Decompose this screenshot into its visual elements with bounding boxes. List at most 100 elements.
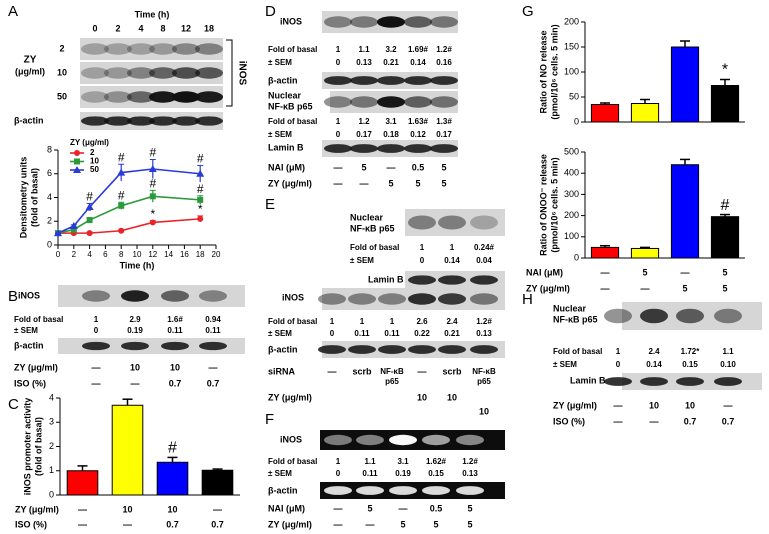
fold-value: 1.72* [681, 347, 701, 356]
x-tick-label: 6 [103, 250, 108, 259]
point [149, 219, 156, 226]
annotation: * [722, 62, 728, 79]
x-tick-label: 0 [56, 250, 61, 259]
condition-value: — [92, 378, 101, 388]
condition-value: — [334, 162, 343, 172]
label: Fold of basal [268, 117, 317, 126]
band [121, 290, 149, 302]
band [81, 67, 109, 79]
sem-value: 0.18 [383, 130, 399, 139]
fold-value: 3.2 [385, 45, 397, 54]
band [104, 43, 132, 55]
legend-title: ZY (μg/ml) [70, 138, 109, 147]
label: Lamin B [268, 142, 304, 152]
panel-letter: H [522, 291, 533, 308]
band [456, 486, 484, 495]
condition-label: NAI (μM) [526, 267, 563, 277]
fold-value: 1 [336, 45, 341, 54]
label: 0 [92, 23, 97, 33]
sem-value: 0 [336, 58, 341, 67]
condition-value: 0.7 [166, 519, 179, 529]
band [172, 43, 200, 55]
sem-value: 0.14 [410, 58, 426, 67]
band [127, 116, 155, 126]
band [149, 67, 177, 79]
band [640, 377, 668, 386]
band [676, 308, 704, 324]
y-tick-label: 100 [564, 231, 579, 241]
label: ± SEM [553, 360, 577, 369]
band [470, 345, 498, 354]
point [117, 168, 126, 176]
band [377, 16, 405, 28]
point [86, 217, 93, 224]
condition-value: — [399, 503, 408, 513]
point [70, 226, 77, 233]
condition-value: p65 [385, 377, 399, 386]
sem-value: 0.13 [476, 329, 492, 338]
label: (μg/ml) [15, 66, 45, 76]
condition-label: siRNA [268, 366, 296, 376]
label: iNOS [282, 292, 304, 302]
condition-value: NF-κB [472, 367, 496, 376]
bar [201, 469, 234, 496]
label: ± SEM [268, 58, 292, 67]
condition-value: 5 [467, 519, 472, 529]
band [324, 434, 352, 446]
band [350, 16, 378, 28]
label: 4 [138, 23, 143, 33]
condition-value: — [614, 400, 623, 410]
legend-label: 10 [90, 157, 99, 166]
band [714, 308, 742, 324]
label: Fold of basal [14, 315, 63, 324]
panel-letter: B [8, 288, 18, 305]
sem-value: 0.17 [436, 130, 452, 139]
annotation: # [197, 152, 204, 166]
label: iNOS [280, 16, 302, 26]
band [714, 377, 742, 386]
band [640, 308, 668, 324]
label: β-actin [268, 485, 298, 495]
condition-value: — [78, 504, 87, 514]
point [196, 169, 205, 177]
panel-letter: G [522, 3, 534, 20]
condition-value: 5 [367, 503, 372, 513]
annotation: # [86, 190, 93, 204]
condition-value: — [366, 519, 375, 529]
fold-value: 1.2 [358, 117, 370, 126]
label: Fold of basal [268, 317, 317, 326]
condition-value: — [131, 378, 140, 388]
label: iNOS [18, 290, 40, 300]
band [149, 116, 177, 126]
condition-label: ISO (%) [14, 378, 46, 388]
band [161, 341, 189, 351]
band [161, 290, 189, 302]
band [324, 144, 352, 153]
sem-value: 0.19 [127, 326, 143, 335]
condition-value: 5 [722, 283, 727, 293]
condition-label: NAI (μM) [268, 162, 305, 172]
band [104, 67, 132, 79]
sem-value: 0 [616, 360, 621, 369]
condition-label: NAI (μM) [268, 503, 305, 513]
condition-value: — [334, 519, 343, 529]
sem-value: 0.11 [384, 329, 400, 338]
y-tick-label: 500 [564, 146, 579, 156]
fold-value: 2.9 [129, 315, 141, 324]
y-tick-label: 6 [47, 168, 52, 178]
annotation: # [721, 197, 730, 214]
band [438, 345, 466, 354]
fold-value: 2.6 [416, 317, 428, 326]
y-tick-label: 0 [574, 252, 579, 262]
annotation: # [149, 146, 156, 160]
condition-value: — [360, 178, 369, 188]
condition-value: — [123, 519, 132, 529]
band [389, 486, 417, 495]
y-tick-label: 50 [569, 91, 579, 101]
blot [58, 338, 245, 354]
condition-value: — [601, 267, 610, 277]
y-tick-label: 0 [47, 239, 52, 249]
annotation: # [197, 182, 204, 196]
sem-value: 0.11 [167, 326, 183, 335]
